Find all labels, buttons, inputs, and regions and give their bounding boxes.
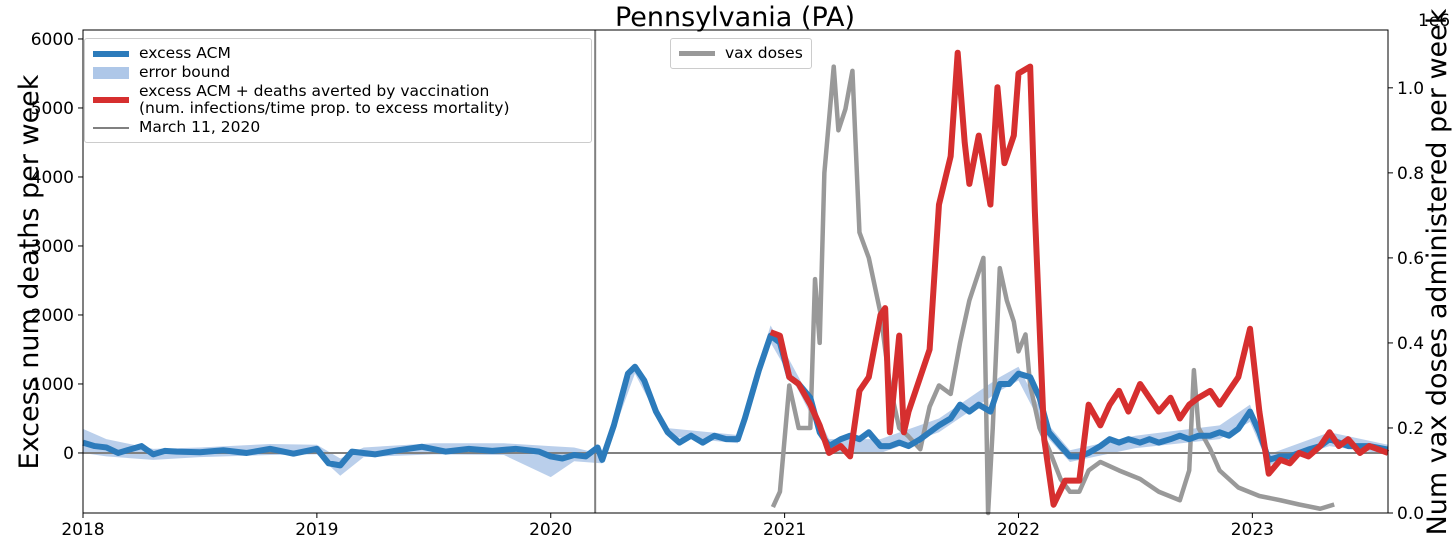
y2-tick-label: 0.2	[1397, 419, 1424, 439]
y2-axis-label: Num vax doses administered per week	[1422, 8, 1453, 535]
x-tick-label: 2023	[1231, 520, 1274, 540]
plot-area	[82, 30, 1390, 516]
y2-tick-label: 0.4	[1397, 334, 1424, 354]
series-line	[82, 332, 1389, 469]
y2-tick-label: 0.0	[1397, 504, 1424, 524]
x-tick-label: 2019	[295, 520, 338, 540]
y2-tick-label: 1.0	[1397, 79, 1424, 99]
series-line	[770, 64, 1335, 516]
legend: vax doses	[670, 38, 812, 70]
y-tick-label: 0	[63, 444, 74, 464]
legend-label: excess ACM + deaths averted by vaccinati…	[139, 82, 510, 118]
plot-frame	[82, 29, 1389, 514]
legend-label: vax doses	[725, 44, 803, 62]
legend-key	[679, 51, 715, 57]
legend-label: excess ACM	[139, 44, 231, 62]
y-tick-label: 4000	[31, 168, 74, 188]
legend-label: error bound	[139, 63, 231, 82]
chart-title: Pennsylvania (PA)	[615, 2, 855, 33]
y2-tick-label: 0.8	[1397, 164, 1424, 184]
legend-key	[93, 50, 129, 57]
y-axis-label: Excess num deaths per week	[14, 74, 45, 469]
legend-label: March 11, 2020	[139, 118, 261, 137]
y2-offset-label: 1e6	[1418, 11, 1450, 31]
y-tick-label: 6000	[31, 30, 74, 50]
y-tick-label: 5000	[31, 99, 74, 119]
legend-key	[93, 97, 129, 104]
legend-key	[93, 66, 129, 79]
x-tick-label: 2020	[529, 520, 572, 540]
legend-entry: vax doses	[679, 44, 803, 62]
y-tick-label: 2000	[31, 306, 74, 326]
series-line	[769, 49, 1390, 508]
legend-entry: excess ACM + deaths averted by vaccinati…	[93, 83, 583, 117]
legend-entry: March 11, 2020	[93, 119, 583, 136]
x-tick-label: 2018	[61, 520, 104, 540]
legend-entry: excess ACM	[93, 44, 583, 62]
legend: excess ACM error bound excess ACM + deat…	[84, 38, 592, 144]
legend-key	[93, 126, 129, 129]
x-tick-label: 2021	[763, 520, 806, 540]
x-tick-label: 2022	[997, 520, 1040, 540]
y-tick-label: 1000	[31, 375, 74, 395]
legend-entry: error bound	[93, 63, 583, 82]
y-tick-label: 3000	[31, 237, 74, 257]
y2-tick-label: 0.6	[1397, 249, 1424, 269]
